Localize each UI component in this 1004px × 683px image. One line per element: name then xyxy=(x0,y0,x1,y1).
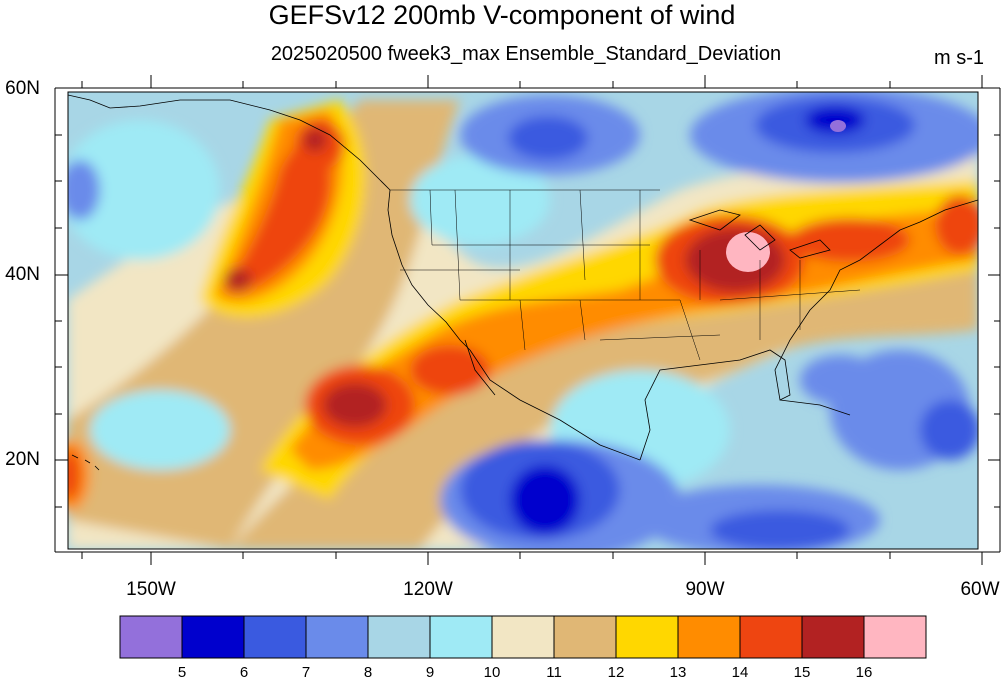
colorbar-swatch xyxy=(119,615,183,659)
lat-label-20n: 20N xyxy=(5,449,40,470)
colorbar-swatch xyxy=(615,615,679,659)
colorbar-swatch xyxy=(801,615,865,659)
colorbar-swatch xyxy=(553,615,617,659)
colorbar-swatch xyxy=(491,615,555,659)
colorbar-tick-label: 6 xyxy=(239,664,249,681)
lon-label-60w: 60W xyxy=(960,579,1000,600)
colorbar-swatch xyxy=(863,615,927,659)
colorbar-swatch xyxy=(739,615,803,659)
colorbar-swatch xyxy=(429,615,493,659)
colorbar-tick-label: 16 xyxy=(855,664,873,681)
lat-label-60n: 60N xyxy=(5,78,40,99)
colorbar-swatch xyxy=(181,615,245,659)
colorbar-tick-label: 9 xyxy=(425,664,435,681)
colorbar xyxy=(119,615,927,659)
shaded-field xyxy=(68,92,978,549)
colorbar-tick-label: 14 xyxy=(731,664,749,681)
units-label: m s-1 xyxy=(934,47,984,69)
lon-label-120w: 120W xyxy=(403,579,453,600)
lon-label-150w: 150W xyxy=(126,579,176,600)
colorbar-swatch xyxy=(367,615,431,659)
map-frame xyxy=(67,91,979,550)
lat-label-40n: 40N xyxy=(5,264,40,285)
colorbar-tick-label: 7 xyxy=(301,664,311,681)
colorbar-swatch xyxy=(677,615,741,659)
state-boundaries xyxy=(390,189,861,361)
lat-ticks xyxy=(55,87,1000,508)
coastlines xyxy=(68,94,978,471)
colorbar-tick-label: 11 xyxy=(546,664,562,681)
map-title: GEFSv12 200mb V-component of wind xyxy=(268,0,736,30)
colorbar-tick-label: 5 xyxy=(177,664,187,681)
colorbar-tick-label: 12 xyxy=(607,664,625,681)
colorbar-swatch xyxy=(305,615,369,659)
colorbar-tick-label: 10 xyxy=(483,664,501,681)
colorbar-tick-label: 13 xyxy=(669,664,687,681)
lon-ticks xyxy=(81,75,983,565)
colorbar-tick-label: 15 xyxy=(793,664,811,681)
colorbar-tick-label: 8 xyxy=(363,664,373,681)
colorbar-swatch xyxy=(243,615,307,659)
map-subtitle: 2025020500 fweek3_max Ensemble_Standard_… xyxy=(270,43,782,65)
lon-label-90w: 90W xyxy=(685,579,725,600)
